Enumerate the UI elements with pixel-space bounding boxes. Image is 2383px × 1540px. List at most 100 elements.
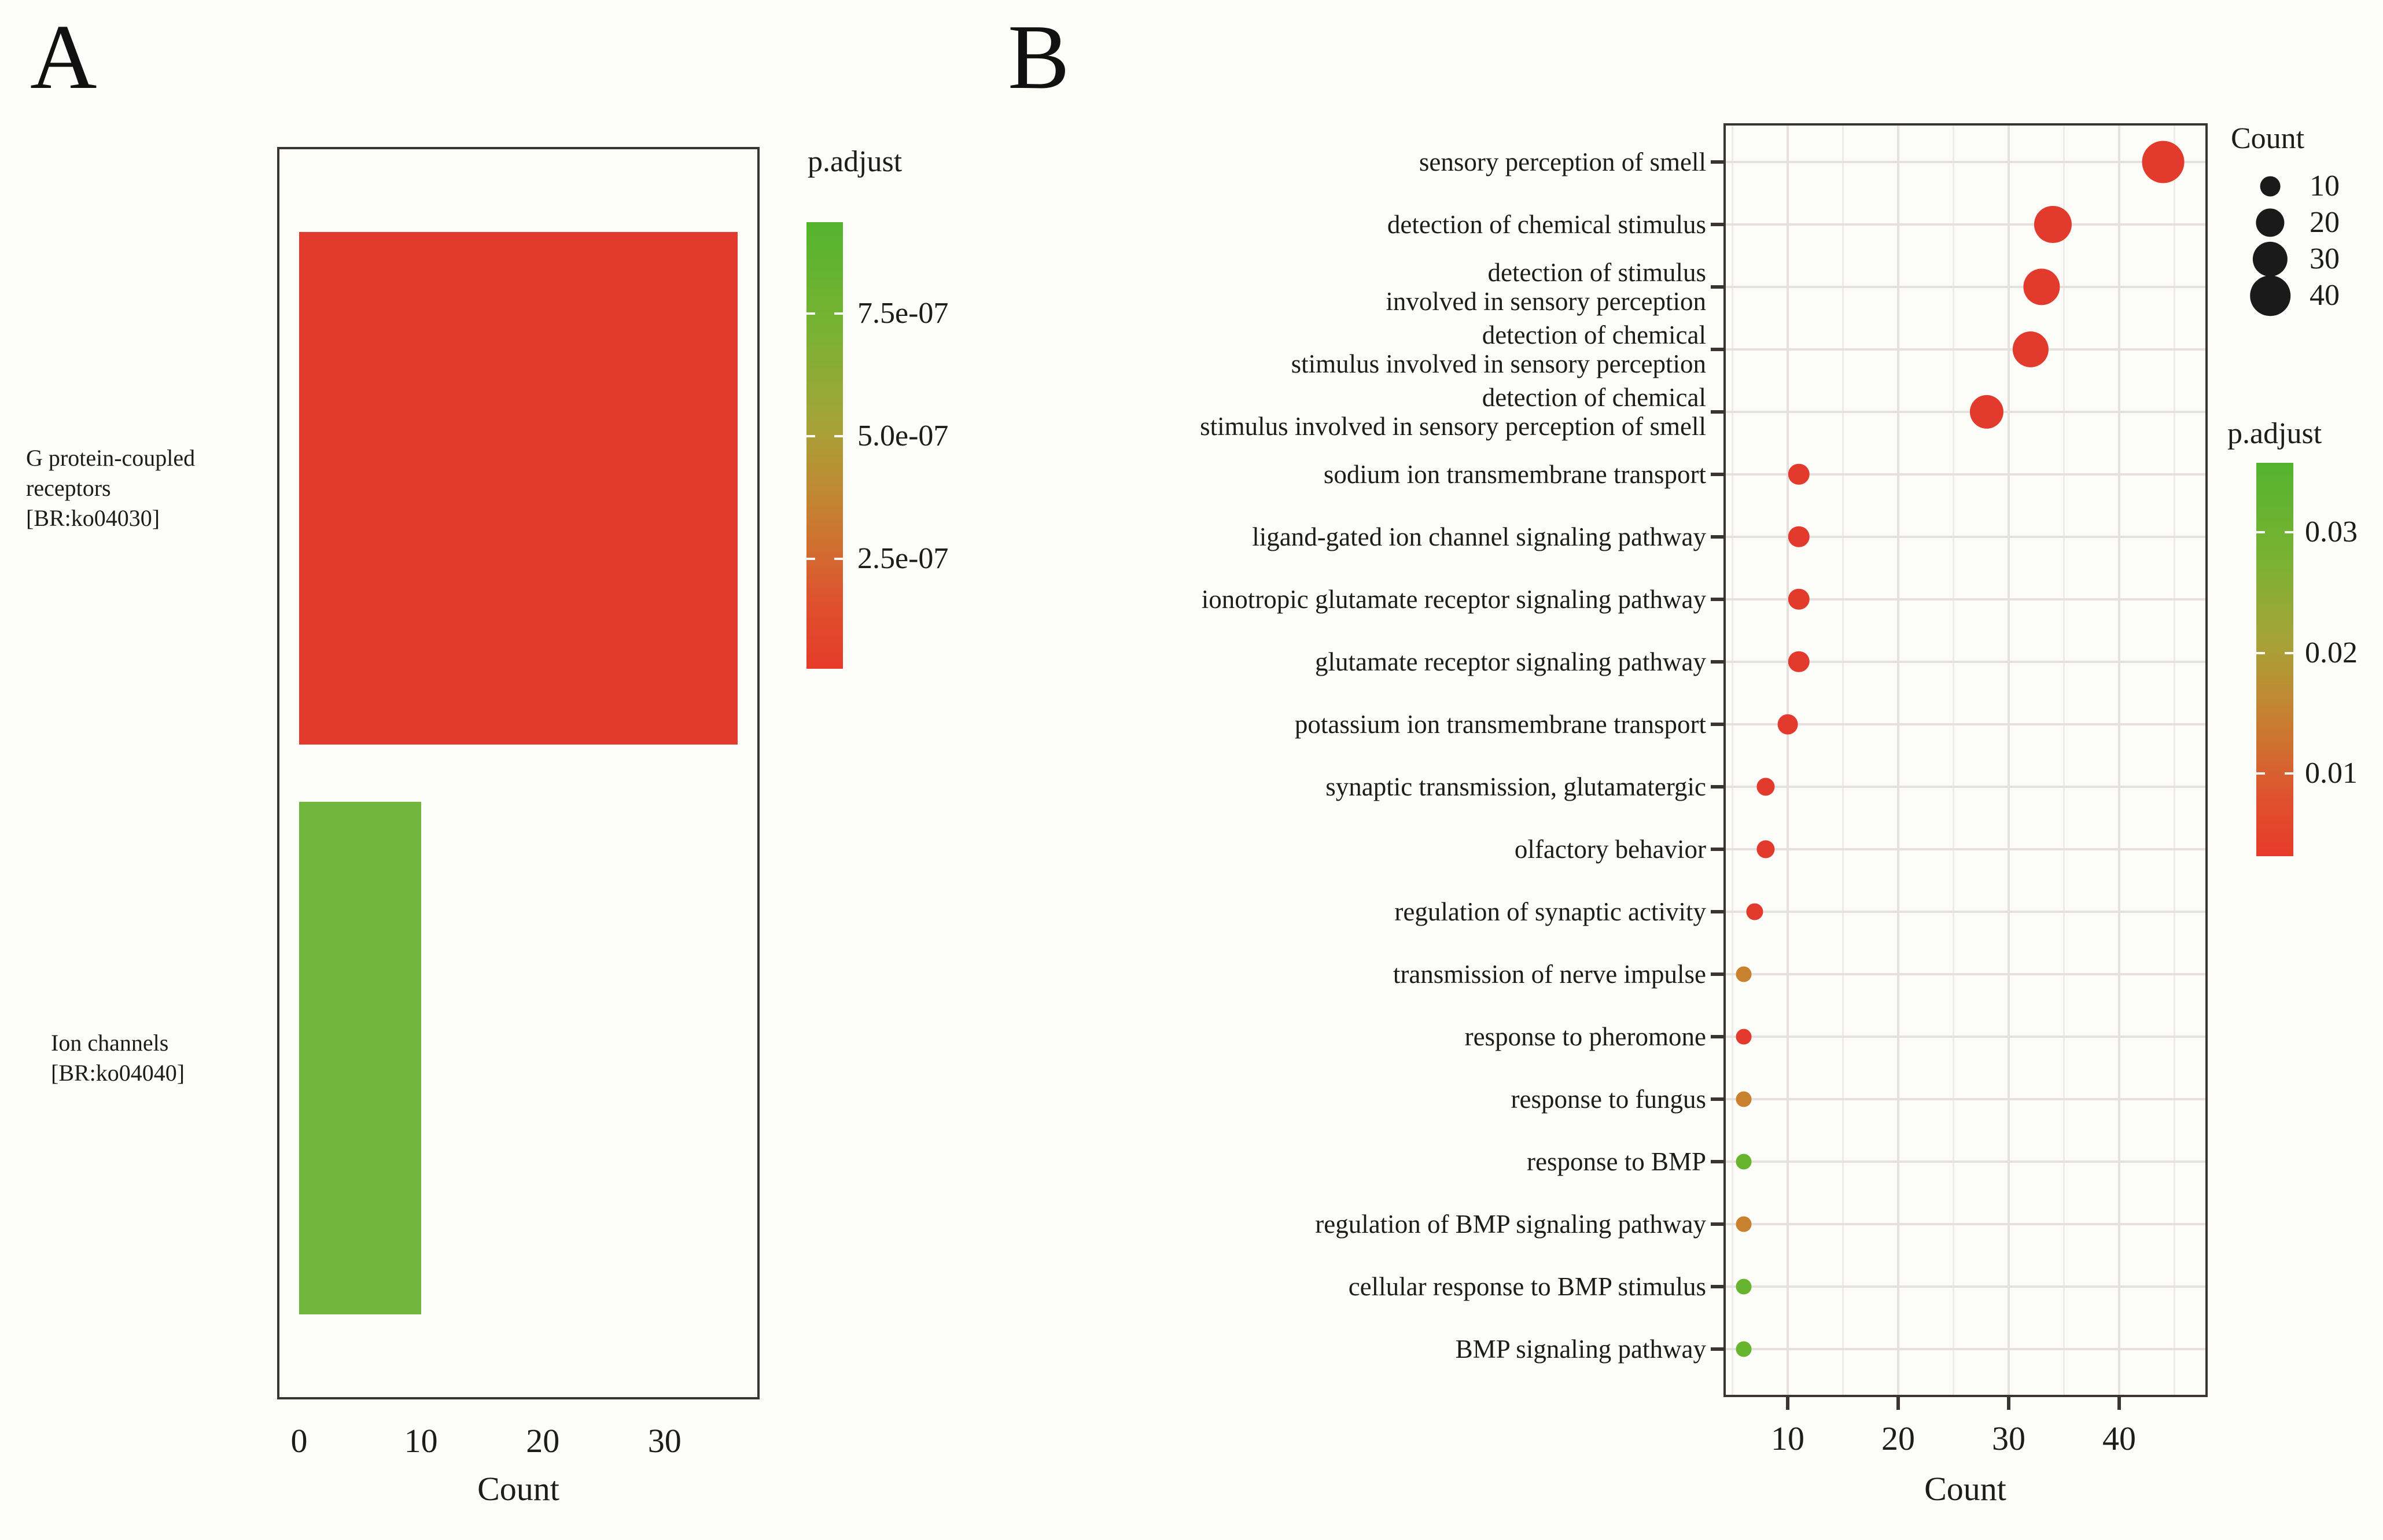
- y-axis-tick: [1711, 1097, 1723, 1101]
- x-axis-tick-label: 40: [2102, 1420, 2136, 1457]
- go-term-label-line: ligand-gated ion channel signaling pathw…: [1252, 522, 1706, 551]
- go-term-label: response to fungus: [1511, 1085, 1706, 1114]
- x-axis-tick-label: 10: [1771, 1420, 1804, 1457]
- y-axis-tick: [1711, 1160, 1723, 1163]
- go-term-label: response to BMP: [1527, 1147, 1706, 1176]
- data-point: [1736, 1341, 1752, 1357]
- colorbar-tick-label: 7.5e-07: [857, 297, 949, 330]
- gridline-vertical-major: [2118, 123, 2120, 1397]
- data-point: [1736, 1091, 1752, 1107]
- gridline-horizontal: [1723, 1036, 2208, 1038]
- x-axis-tick-label: 30: [647, 1422, 682, 1460]
- gridline-horizontal: [1723, 223, 2208, 226]
- go-term-label-line: response to BMP: [1526, 1147, 1706, 1176]
- colorbar-tick: [2285, 530, 2293, 533]
- x-axis-tick: [1896, 1397, 1900, 1410]
- colorbar-tick: [806, 558, 815, 561]
- gridline-horizontal: [1723, 973, 2208, 975]
- go-term-label: cellular response to BMP stimulus: [1349, 1272, 1706, 1301]
- data-point: [2034, 205, 2072, 244]
- panel-a-plot-area: [277, 147, 760, 1399]
- go-term-label-line: cellular response to BMP stimulus: [1348, 1272, 1706, 1301]
- go-term-label-line: stimulus involved in sensory perception …: [1200, 412, 1706, 441]
- data-point: [2013, 331, 2049, 368]
- y-axis-tick: [1711, 285, 1723, 289]
- go-term-label: detection of stimulus involved in sensory…: [1386, 258, 1706, 316]
- data-point: [1746, 903, 1763, 920]
- legend-padjust-colorbar: [806, 222, 843, 669]
- go-term-label-line: regulation of synaptic activity: [1394, 897, 1706, 926]
- x-axis-title: Count: [477, 1470, 559, 1508]
- go-term-label-line: glutamate receptor signaling pathway: [1314, 647, 1706, 676]
- go-term-label-line: synaptic transmission, glutamatergic: [1325, 772, 1706, 801]
- legend-padjust-colorbar: [2256, 463, 2293, 856]
- gridline-vertical-minor: [2063, 123, 2065, 1397]
- legend-count-title: Count: [2231, 122, 2305, 155]
- gridline-vertical-major: [1787, 123, 1789, 1397]
- go-term-label: ligand-gated ion channel signaling pathw…: [1252, 522, 1706, 551]
- gridline-horizontal: [1723, 1285, 2208, 1288]
- bar-gpcr: [299, 232, 738, 745]
- legend-count-value: 10: [2310, 170, 2340, 202]
- colorbar-tick: [2285, 772, 2293, 775]
- x-axis-tick: [2117, 1397, 2121, 1410]
- panel-b-letter: B: [1008, 5, 1070, 108]
- go-term-label: olfactory behavior: [1515, 835, 1706, 864]
- panel-a-letter: A: [30, 5, 97, 108]
- data-point: [1969, 395, 2003, 429]
- x-axis-tick: [1786, 1397, 1789, 1410]
- colorbar-tick: [2256, 530, 2265, 533]
- y-axis-tick: [1711, 348, 1723, 351]
- go-term-label-line: response to pheromone: [1464, 1022, 1706, 1051]
- y-axis-tick: [1711, 1347, 1723, 1351]
- axis-category-label-line: G protein-coupled: [26, 445, 196, 471]
- go-term-label-line: regulation of BMP signaling pathway: [1315, 1210, 1706, 1239]
- axis-category-label-line: [BR:ko04040]: [51, 1060, 185, 1086]
- legend-count-dot: [2250, 275, 2290, 316]
- go-term-label: transmission of nerve impulse: [1393, 960, 1706, 989]
- colorbar-tick-label: 2.5e-07: [857, 542, 949, 576]
- go-term-label-line: BMP signaling pathway: [1455, 1335, 1706, 1364]
- legend-count-dot: [2256, 208, 2285, 237]
- data-point: [1788, 463, 1810, 485]
- gridline-horizontal: [1723, 1098, 2208, 1100]
- gridline-horizontal: [1723, 1160, 2208, 1163]
- x-axis-tick-label: 20: [1881, 1420, 1915, 1457]
- gridline-vertical-minor: [1953, 123, 1954, 1397]
- bar-ion-channels: [299, 802, 421, 1314]
- y-axis-tick: [1711, 410, 1723, 414]
- gridline-horizontal: [1723, 848, 2208, 850]
- data-point: [1736, 1154, 1752, 1170]
- go-term-label-line: potassium ion transmembrane transport: [1294, 710, 1706, 739]
- gridline-horizontal: [1723, 911, 2208, 913]
- go-term-label: detection of chemical stimulus: [1387, 210, 1706, 239]
- x-axis-tick-label: 10: [404, 1422, 438, 1460]
- y-axis-tick: [1711, 660, 1723, 664]
- go-term-label: sensory perception of smell: [1419, 148, 1706, 176]
- gridline-horizontal: [1723, 161, 2208, 163]
- colorbar-tick: [834, 434, 843, 437]
- gridline-horizontal: [1723, 661, 2208, 663]
- go-term-label-line: detection of chemical stimulus: [1387, 210, 1706, 239]
- y-axis-tick: [1711, 723, 1723, 726]
- gridline-horizontal: [1723, 1223, 2208, 1225]
- y-axis-tick: [1711, 473, 1723, 476]
- go-term-label: regulation of synaptic activity: [1394, 897, 1706, 926]
- y-axis-tick: [1711, 160, 1723, 164]
- go-term-label-line: response to fungus: [1511, 1085, 1706, 1114]
- go-term-label: detection of chemical stimulus involved i…: [1291, 320, 1706, 378]
- x-axis-tick-label: 20: [526, 1422, 560, 1460]
- colorbar-tick: [834, 558, 843, 561]
- data-point: [1736, 1216, 1752, 1232]
- colorbar-tick: [2256, 652, 2265, 655]
- y-axis-tick: [1711, 1285, 1723, 1288]
- go-term-label: glutamate receptor signaling pathway: [1315, 647, 1706, 676]
- go-term-label-line: olfactory behavior: [1514, 835, 1706, 864]
- y-axis-tick: [1711, 223, 1723, 226]
- x-axis-tick-label: 0: [290, 1422, 308, 1460]
- gridline-horizontal: [1723, 786, 2208, 788]
- data-point: [1756, 778, 1775, 796]
- gridline-horizontal: [1723, 348, 2208, 351]
- axis-category-label: Ion channels [BR:ko04040]: [51, 1028, 185, 1088]
- data-point: [1756, 840, 1775, 859]
